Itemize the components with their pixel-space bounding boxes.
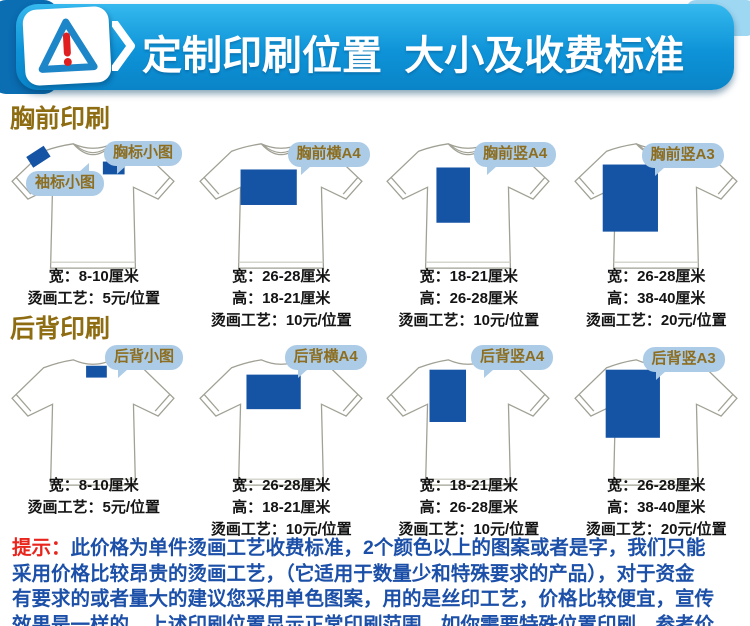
- spec-line: 宽：26-28厘米: [232, 477, 331, 494]
- spec-line: 烫画工艺：20元/位置: [585, 521, 727, 538]
- spec-line: 宽：8-10厘米: [48, 477, 139, 494]
- section-heading-front: 胸前印刷: [10, 105, 111, 133]
- spec-line: 高：38-40厘米: [607, 499, 706, 516]
- cell-front-small-logo: 胸标小图 袖标小图 宽：8-10厘米 烫画工艺：5元/位置: [0, 128, 188, 315]
- print-position-label: 胸标小图: [104, 141, 183, 174]
- print-area-landscape-a4: [240, 169, 297, 205]
- spec-line: 高：38-40厘米: [607, 290, 706, 307]
- chevron-icon: [112, 21, 135, 71]
- page-title: 定制印刷位置 大小及收费标准: [142, 34, 685, 78]
- tshirt-front-illustration: [573, 143, 738, 269]
- header-banner: 定制印刷位置 大小及收费标准: [0, 0, 750, 100]
- cell-back-portrait-a3: 后背竖A3 宽：26-28厘米 高：38-40厘米 烫画工艺：20元/位置: [563, 345, 750, 538]
- pricing-specs: 宽：26-28厘米 高：18-21厘米 烫画工艺：10元/位置: [188, 266, 376, 332]
- spec-line: 烫画工艺：10元/位置: [398, 312, 540, 329]
- pricing-specs: 宽：8-10厘米 烫画工艺：5元/位置: [0, 475, 188, 519]
- notice-text: 此价格为单件烫画工艺收费标准，2个颜色以上的图案或者是字，我们只能: [70, 537, 706, 559]
- back-print-row: 后背小图 宽：8-10厘米 烫画工艺：5元/位置 后背横A4 宽：26-28厘米…: [0, 345, 750, 538]
- print-area-sleeve-small: [26, 145, 51, 168]
- pricing-specs: 宽：26-28厘米 高：38-40厘米 烫画工艺：20元/位置: [563, 266, 750, 332]
- notice-line: 提示：此价格为单件烫画工艺收费标准，2个颜色以上的图案或者是字，我们只能: [12, 536, 742, 562]
- tshirt-front-illustration: [198, 143, 363, 269]
- spec-line: 宽：26-28厘米: [232, 268, 331, 285]
- notice-prefix: 提示：: [12, 537, 71, 559]
- print-position-label: 胸前竖A3: [641, 143, 724, 176]
- spec-line: 高：26-28厘米: [419, 290, 518, 307]
- tshirt-front-illustration: [386, 143, 550, 269]
- print-position-label: 胸前竖A4: [474, 142, 557, 175]
- spec-line: 高：18-21厘米: [232, 499, 331, 516]
- print-area-portrait-a4: [436, 167, 470, 223]
- pricing-notice: 提示：此价格为单件烫画工艺收费标准，2个颜色以上的图案或者是字，我们只能 采用价…: [12, 536, 742, 626]
- spec-line: 烫画工艺：10元/位置: [210, 312, 352, 329]
- spec-line: 宽：18-21厘米: [419, 268, 518, 285]
- spec-line: 宽：26-28厘米: [607, 477, 706, 494]
- print-area-back-small: [86, 365, 107, 378]
- print-position-label: 后背横A4: [284, 345, 367, 378]
- spec-line: 高：26-28厘米: [419, 499, 518, 516]
- spec-line: 宽：26-28厘米: [607, 268, 706, 285]
- print-position-label: 袖标小图: [26, 163, 105, 196]
- notice-line: 有要求的或者量大的建议您采用单色图案，用的是丝印工艺，价格比较便宜，宣传: [12, 588, 715, 610]
- spec-line: 烫画工艺：20元/位置: [585, 312, 727, 329]
- cell-front-portrait-a3: 胸前竖A3 宽：26-28厘米 高：38-40厘米 烫画工艺：20元/位置: [563, 128, 750, 329]
- spec-line: 烫画工艺：10元/位置: [398, 521, 540, 538]
- print-area-landscape-a4: [245, 374, 301, 410]
- warning-badge: [22, 5, 112, 87]
- tshirt-back-illustration: [573, 359, 738, 486]
- spec-line: 烫画工艺：5元/位置: [27, 290, 160, 307]
- cell-back-portrait-a4: 后背竖A4 宽：18-21厘米 高：26-28厘米 烫画工艺：10元/位置: [375, 345, 563, 538]
- print-position-label: 后背竖A3: [642, 347, 725, 380]
- cell-back-landscape-a4: 后背横A4 宽：26-28厘米 高：18-21厘米 烫画工艺：10元/位置: [188, 345, 376, 538]
- cell-front-portrait-a4: 胸前竖A4 宽：18-21厘米 高：26-28厘米 烫画工艺：10元/位置: [375, 128, 563, 329]
- spec-line: 高：18-21厘米: [232, 290, 331, 307]
- pricing-specs: 宽：18-21厘米 高：26-28厘米 烫画工艺：10元/位置: [375, 475, 563, 541]
- spec-line: 宽：18-21厘米: [419, 477, 518, 494]
- print-position-label: 后背小图: [105, 345, 184, 378]
- print-area-portrait-a4: [429, 369, 467, 422]
- print-position-label: 后背竖A4: [471, 345, 554, 378]
- print-position-label: 胸前横A4: [287, 142, 370, 175]
- section-heading-back: 后背印刷: [10, 315, 111, 343]
- front-print-row: 胸标小图 袖标小图 宽：8-10厘米 烫画工艺：5元/位置 胸前横A4 宽：26…: [0, 128, 750, 329]
- spec-line: 烫画工艺：5元/位置: [27, 499, 160, 516]
- spec-line: 烫画工艺：10元/位置: [210, 521, 352, 538]
- warning-triangle-icon: [38, 18, 98, 73]
- tshirt-back-illustration: [11, 359, 175, 486]
- pricing-specs: 宽：8-10厘米 烫画工艺：5元/位置: [0, 266, 188, 310]
- print-area-portrait-a3: [602, 164, 658, 232]
- tshirt-back-illustration: [386, 359, 550, 486]
- tshirt-back-illustration: [198, 359, 363, 486]
- pricing-specs: 宽：18-21厘米 高：26-28厘米 烫画工艺：10元/位置: [375, 266, 563, 332]
- cell-back-small-logo: 后背小图 宽：8-10厘米 烫画工艺：5元/位置: [0, 345, 188, 537]
- pricing-specs: 宽：26-28厘米 高：18-21厘米 烫画工艺：10元/位置: [188, 475, 376, 541]
- pricing-specs: 宽：26-28厘米 高：38-40厘米 烫画工艺：20元/位置: [563, 475, 750, 541]
- banner-background: [16, 4, 734, 90]
- notice-line: 效果是一样的。上述印刷位置显示正常印刷范围，如你需要特殊位置印刷，参考价: [12, 613, 715, 626]
- spec-line: 宽：8-10厘米: [48, 268, 139, 285]
- cell-front-landscape-a4: 胸前横A4 宽：26-28厘米 高：18-21厘米 烫画工艺：10元/位置: [188, 128, 376, 329]
- notice-line: 采用价格比较昂贵的烫画工艺，（它适用于数量少和特殊要求的产品），对于资金: [12, 562, 695, 585]
- print-area-portrait-a3: [605, 369, 660, 438]
